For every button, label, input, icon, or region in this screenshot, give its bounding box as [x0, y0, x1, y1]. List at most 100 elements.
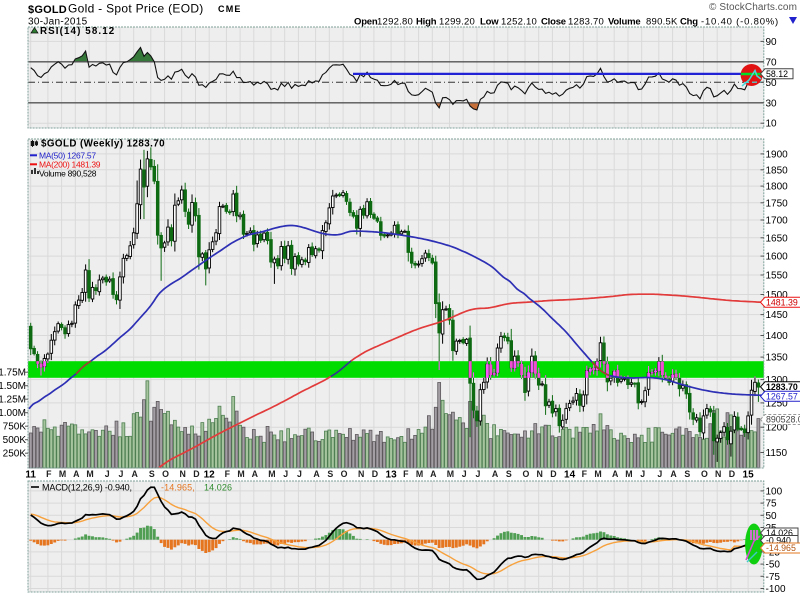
svg-text:M: M — [447, 469, 454, 479]
svg-text:D: D — [372, 469, 378, 479]
svg-text:CME: CME — [218, 4, 242, 14]
svg-text:Chg: Chg — [680, 17, 698, 28]
svg-text:M: M — [86, 469, 93, 479]
svg-text:O: O — [341, 469, 348, 479]
svg-text:1283.70: 1283.70 — [568, 17, 604, 28]
svg-text:J: J — [657, 469, 662, 479]
svg-text:A: A — [492, 469, 499, 479]
svg-text:1500: 1500 — [766, 290, 789, 301]
svg-text:-75: -75 — [766, 572, 781, 583]
svg-text:14.026: 14.026 — [204, 483, 232, 493]
svg-text:M: M — [416, 469, 423, 479]
svg-text:A: A — [670, 469, 677, 479]
svg-text:1292.80: 1292.80 — [377, 17, 413, 28]
svg-text:1650: 1650 — [766, 233, 789, 244]
svg-text:750K: 750K — [3, 422, 27, 433]
svg-text:1700: 1700 — [766, 216, 789, 227]
svg-text:-14.965,: -14.965, — [161, 483, 195, 493]
svg-text:1350: 1350 — [766, 353, 789, 364]
svg-text:A: A — [131, 469, 138, 479]
svg-text:J: J — [640, 469, 645, 479]
svg-text:1300: 1300 — [766, 375, 789, 386]
svg-text:$GOLD (Weekly) 1283.70: $GOLD (Weekly) 1283.70 — [41, 139, 165, 150]
svg-text:1481.39: 1481.39 — [766, 297, 798, 307]
svg-text:F: F — [582, 469, 588, 479]
svg-text:90: 90 — [766, 37, 778, 48]
svg-text:1283.70: 1283.70 — [766, 382, 798, 392]
svg-text:75: 75 — [766, 499, 778, 510]
svg-text:1550: 1550 — [766, 270, 789, 281]
svg-text:Open: Open — [354, 17, 378, 28]
svg-text:MA(50) 1267.57: MA(50) 1267.57 — [39, 150, 96, 160]
svg-text:1450: 1450 — [766, 310, 789, 321]
svg-text:30: 30 — [766, 98, 778, 109]
svg-text:J: J — [283, 469, 288, 479]
svg-text:Close: Close — [541, 17, 566, 28]
svg-text:O: O — [701, 469, 708, 479]
svg-text:13: 13 — [386, 470, 398, 481]
svg-text:A: A — [313, 469, 320, 479]
svg-text:J: J — [105, 469, 110, 479]
svg-text:N: N — [358, 469, 364, 479]
svg-text:J: J — [462, 469, 467, 479]
svg-text:1252.10: 1252.10 — [501, 17, 537, 28]
svg-text:M: M — [594, 469, 601, 479]
svg-text:D: D — [193, 469, 199, 479]
svg-text:10: 10 — [766, 119, 778, 130]
svg-text:1900: 1900 — [766, 149, 789, 160]
svg-text:MA(200) 1481.39: MA(200) 1481.39 — [39, 159, 101, 169]
svg-text:High: High — [416, 17, 437, 28]
svg-text:S: S — [506, 469, 512, 479]
svg-text:12: 12 — [204, 470, 216, 481]
svg-text:S: S — [684, 469, 690, 479]
svg-text:14: 14 — [564, 470, 576, 481]
svg-text:M: M — [59, 469, 66, 479]
svg-text:O: O — [162, 469, 169, 479]
svg-text:-50: -50 — [766, 560, 781, 571]
svg-text:500K: 500K — [3, 435, 27, 446]
svg-text:$GOLD: $GOLD — [28, 4, 67, 16]
svg-text:1600: 1600 — [766, 252, 789, 263]
svg-text:M: M — [625, 469, 632, 479]
svg-text:1267.57: 1267.57 — [766, 392, 798, 402]
svg-text:N: N — [537, 469, 543, 479]
svg-text:-0.940: -0.940 — [766, 536, 791, 546]
svg-text:1200: 1200 — [766, 423, 789, 434]
svg-text:RSI(14) 58.12: RSI(14) 58.12 — [40, 26, 115, 37]
svg-text:-14.965: -14.965 — [766, 543, 796, 553]
svg-text:Low: Low — [480, 17, 499, 28]
svg-text:50: 50 — [766, 78, 778, 89]
svg-text:J: J — [297, 469, 302, 479]
svg-text:Volume: Volume — [608, 17, 640, 28]
svg-text:1.50M: 1.50M — [0, 381, 26, 392]
svg-text:1750: 1750 — [766, 198, 789, 209]
svg-text:250K: 250K — [3, 449, 27, 460]
svg-text:A: A — [430, 469, 437, 479]
svg-text:S: S — [149, 469, 155, 479]
svg-text:890528.0: 890528.0 — [766, 415, 800, 425]
svg-text:Volume 890,528: Volume 890,528 — [39, 169, 97, 179]
svg-text:N: N — [715, 469, 721, 479]
svg-text:11: 11 — [25, 470, 36, 481]
svg-text:1800: 1800 — [766, 182, 789, 193]
svg-text:J: J — [475, 469, 480, 479]
svg-text:M: M — [268, 469, 275, 479]
svg-text:F: F — [46, 469, 52, 479]
svg-text:F: F — [403, 469, 409, 479]
svg-text:1.75M: 1.75M — [0, 368, 26, 379]
svg-text:D: D — [729, 469, 735, 479]
svg-text:1150: 1150 — [766, 448, 788, 459]
svg-text:1850: 1850 — [766, 165, 789, 176]
svg-text:-100: -100 — [766, 584, 786, 595]
svg-text:1.25M: 1.25M — [0, 395, 26, 406]
svg-text:J: J — [118, 469, 123, 479]
svg-text:© StockCharts.com: © StockCharts.com — [709, 2, 797, 13]
svg-text:1.00M: 1.00M — [0, 408, 26, 419]
svg-text:1400: 1400 — [766, 331, 789, 342]
svg-text:MACD(12,26,9) -0.940,: MACD(12,26,9) -0.940, — [42, 483, 132, 493]
svg-text:A: A — [73, 469, 80, 479]
svg-text:30-Jan-2015: 30-Jan-2015 — [28, 17, 88, 28]
svg-text:Gold - Spot Price (EOD): Gold - Spot Price (EOD) — [68, 2, 204, 16]
svg-text:A: A — [252, 469, 259, 479]
svg-text:-10.40 (-0.80%): -10.40 (-0.80%) — [701, 17, 779, 28]
